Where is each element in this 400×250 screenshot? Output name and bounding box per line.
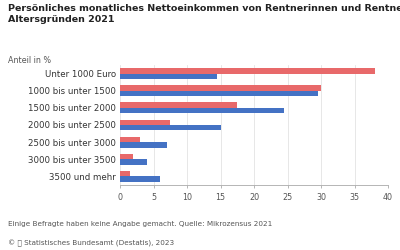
Bar [120,108,284,113]
Bar [120,74,217,79]
Bar [120,159,147,165]
Bar [120,142,167,148]
Bar [120,176,160,182]
Bar [120,91,318,96]
Bar [120,154,134,159]
Text: Anteil in %: Anteil in % [8,56,51,65]
Bar [120,171,130,176]
Bar [120,125,220,130]
Bar [120,68,375,73]
Bar [120,102,237,108]
Bar [120,85,321,91]
Text: Einige Befragte haben keine Angabe gemacht. Quelle: Mikrozensus 2021: Einige Befragte haben keine Angabe gemac… [8,221,272,227]
Bar [120,137,140,142]
Text: © Ⓐ Statistisches Bundesamt (Destatis), 2023: © Ⓐ Statistisches Bundesamt (Destatis), … [8,240,174,247]
Bar [120,120,170,125]
Text: Persönliches monatliches Nettoeinkommen von Rentnerinnen und Rentnern aus
Alters: Persönliches monatliches Nettoeinkommen … [8,4,400,24]
